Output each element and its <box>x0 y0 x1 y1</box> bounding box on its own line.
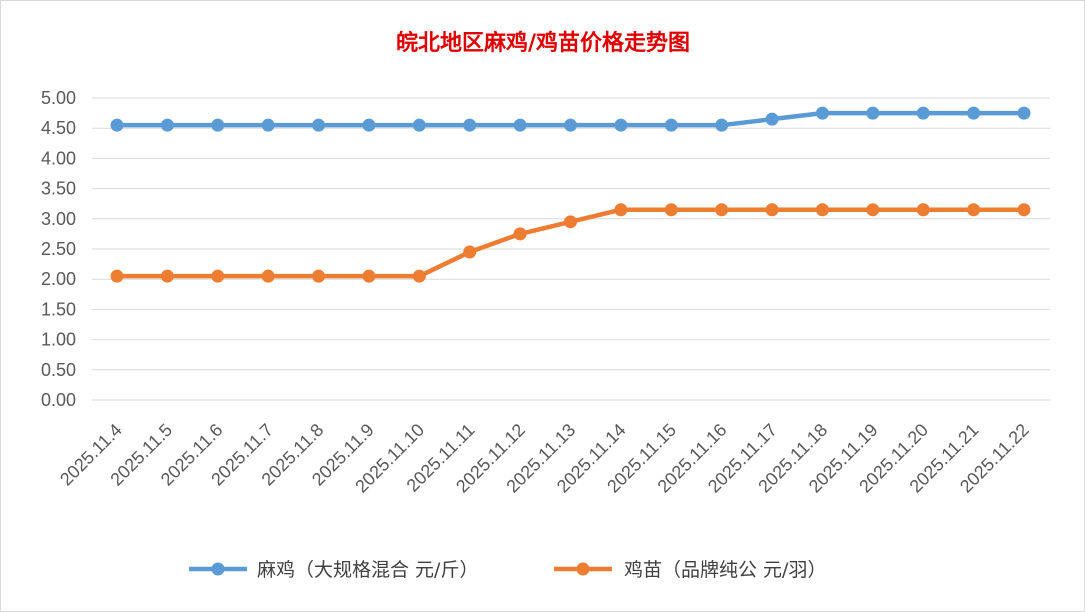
data-point-series1 <box>110 269 124 283</box>
data-point-series0 <box>564 118 577 132</box>
data-point-series1 <box>513 227 527 241</box>
data-point-series0 <box>463 118 477 132</box>
data-point-series1 <box>211 269 225 283</box>
data-point-series1 <box>261 269 275 283</box>
data-point-series1 <box>564 215 577 229</box>
data-point-series1 <box>312 269 326 283</box>
data-point-series0 <box>916 106 930 120</box>
data-point-series1 <box>866 203 880 217</box>
data-point-series0 <box>513 118 527 132</box>
y-tick-label: 2.00 <box>41 269 76 289</box>
data-point-series0 <box>664 118 678 132</box>
data-point-series0 <box>866 106 880 120</box>
data-point-series1 <box>916 203 930 217</box>
data-point-series1 <box>412 269 426 283</box>
chart-title: 皖北地区麻鸡/鸡苗价格走势图 <box>396 30 690 56</box>
gridlines <box>92 97 1050 401</box>
data-point-series0 <box>211 118 225 132</box>
data-point-series1 <box>362 269 376 283</box>
data-point-series1 <box>815 203 829 217</box>
data-point-series0 <box>412 118 426 132</box>
data-point-series1 <box>614 203 628 217</box>
data-point-series1 <box>715 203 729 217</box>
data-point-series1 <box>1017 203 1031 217</box>
data-point-series1 <box>160 269 174 283</box>
data-point-series0 <box>815 106 829 120</box>
data-point-series0 <box>312 118 326 132</box>
data-point-series1 <box>967 203 981 217</box>
data-point-series0 <box>110 118 124 132</box>
data-point-series0 <box>715 118 729 132</box>
data-point-series0 <box>967 106 981 120</box>
y-tick-label: 3.50 <box>41 179 76 199</box>
data-point-series0 <box>362 118 376 132</box>
data-point-series1 <box>463 245 477 259</box>
data-point-series0 <box>261 118 275 132</box>
data-point-series0 <box>1017 106 1031 120</box>
legend-label-maji: 麻鸡（大规格混合 元/斤） <box>257 559 478 581</box>
y-tick-label: 4.50 <box>41 118 76 138</box>
y-tick-label: 3.00 <box>41 209 76 229</box>
data-point-series0 <box>614 118 628 132</box>
y-tick-label: 5.00 <box>41 88 76 108</box>
legend: 麻鸡（大规格混合 元/斤） 鸡苗（品牌纯公 元/羽） <box>189 559 826 581</box>
data-point-series1 <box>664 203 678 217</box>
legend-marker-maji <box>211 562 225 576</box>
series-group <box>110 106 1031 283</box>
y-tick-label: 2.50 <box>41 239 76 259</box>
y-axis-ticks: 0.00 0.50 1.00 1.50 2.00 2.50 3.00 3.50 4.00 4.50… <box>41 88 76 410</box>
y-tick-label: 0.00 <box>41 390 76 410</box>
data-point-series0 <box>160 118 174 132</box>
legend-label-jimiao: 鸡苗（品牌纯公 元/羽） <box>624 559 826 581</box>
legend-marker-jimiao <box>576 562 590 576</box>
data-point-series0 <box>765 112 779 126</box>
x-axis-ticks: 2025.11.42025.11.52025.11.62025.11.72025… <box>56 420 1033 497</box>
y-tick-label: 1.00 <box>41 330 76 350</box>
data-point-series1 <box>765 203 779 217</box>
y-tick-label: 0.50 <box>41 360 76 380</box>
y-tick-label: 1.50 <box>41 299 76 319</box>
y-tick-label: 4.00 <box>41 148 76 168</box>
